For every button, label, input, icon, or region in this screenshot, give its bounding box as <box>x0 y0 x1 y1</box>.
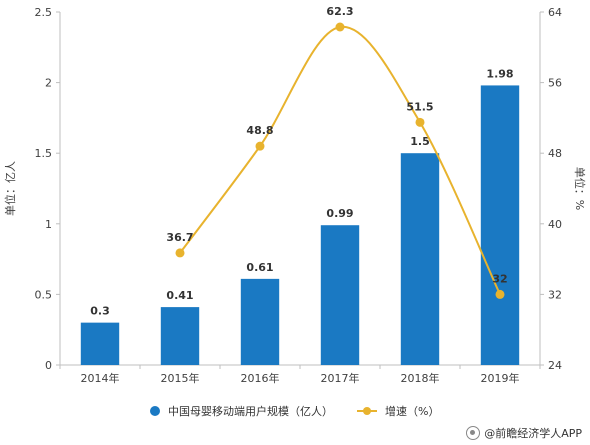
footer-text: @前瞻经济学人APP <box>484 427 582 440</box>
footer-watermark: @前瞻经济学人APP <box>466 425 582 441</box>
legend-item-line: 增速（%） <box>357 403 439 419</box>
x-tick-label: 2014年 <box>81 371 120 385</box>
legend-bar-swatch <box>150 406 160 416</box>
bar-data-label: 0.61 <box>246 261 273 274</box>
y-tick-label-right: 64 <box>548 6 562 19</box>
y-axis-title-right: 单位：% <box>573 167 587 210</box>
bar <box>400 153 440 365</box>
x-tick-label: 2016年 <box>241 371 280 385</box>
y-tick-label-right: 48 <box>548 147 562 160</box>
x-tick-label: 2018年 <box>401 371 440 385</box>
bar <box>320 225 360 365</box>
legend-bar-label: 中国母婴移动端用户规模（亿人） <box>168 405 333 418</box>
legend: 中国母婴移动端用户规模（亿人） 增速（%） <box>150 402 470 420</box>
y-axis-title-left: 单位：亿人 <box>3 161 17 216</box>
x-tick-label: 2015年 <box>161 371 200 385</box>
y-tick-label-right: 40 <box>548 218 562 231</box>
bar <box>480 85 520 365</box>
growth-data-label: 32 <box>492 272 507 285</box>
bar <box>80 322 120 365</box>
y-tick-label-left: 0.5 <box>35 288 53 301</box>
bar <box>160 307 200 365</box>
growth-data-label: 51.5 <box>406 100 433 113</box>
x-tick-label: 2019年 <box>481 371 520 385</box>
y-tick-label-right: 32 <box>548 288 562 301</box>
growth-point <box>335 22 345 32</box>
bar-data-label: 0.41 <box>166 289 193 302</box>
growth-data-label: 36.7 <box>166 231 193 244</box>
y-tick-label-right: 24 <box>548 359 562 372</box>
legend-item-bar: 中国母婴移动端用户规模（亿人） <box>150 403 333 419</box>
y-tick-label-left: 2 <box>45 77 52 90</box>
legend-line-swatch <box>357 407 377 415</box>
legend-line-label: 增速（%） <box>385 405 440 418</box>
y-tick-label-left: 2.5 <box>35 6 53 19</box>
growth-data-label: 48.8 <box>246 124 273 137</box>
y-tick-label-left: 0 <box>45 359 52 372</box>
bar-data-label: 1.98 <box>486 67 513 80</box>
y-tick-label-right: 56 <box>548 77 562 90</box>
growth-point <box>495 289 505 299</box>
y-tick-label-left: 1 <box>45 218 52 231</box>
growth-point <box>415 117 425 127</box>
growth-data-label: 62.3 <box>326 5 353 18</box>
bar <box>240 278 280 365</box>
bar-data-label: 0.99 <box>326 207 353 220</box>
bar-data-label: 1.5 <box>410 135 430 148</box>
growth-point <box>175 248 185 258</box>
bar-data-label: 0.3 <box>90 305 110 318</box>
y-tick-label-left: 1.5 <box>35 147 53 160</box>
growth-point <box>255 141 265 151</box>
qianzhan-logo-icon <box>466 426 481 440</box>
x-tick-label: 2017年 <box>321 371 360 385</box>
